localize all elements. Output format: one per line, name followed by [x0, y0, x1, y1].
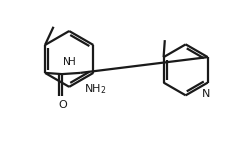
Text: N: N: [202, 89, 211, 99]
Text: N: N: [63, 57, 71, 67]
Text: O: O: [59, 100, 68, 110]
Text: H: H: [68, 57, 76, 67]
Text: NH$_2$: NH$_2$: [84, 82, 107, 96]
